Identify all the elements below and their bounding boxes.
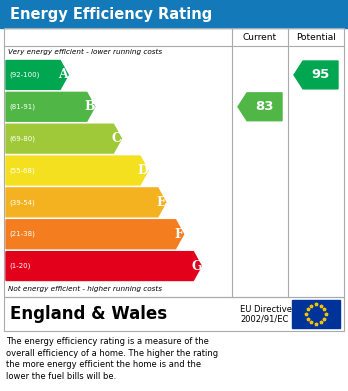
Text: B: B [85,100,95,113]
Text: Potential: Potential [296,32,336,41]
Text: (81-91): (81-91) [9,104,35,110]
Text: Very energy efficient - lower running costs: Very energy efficient - lower running co… [8,49,162,55]
Polygon shape [238,93,282,121]
Text: C: C [112,132,122,145]
Bar [4,28,344,297]
Text: (55-68): (55-68) [9,167,35,174]
Polygon shape [294,61,338,89]
Polygon shape [6,92,95,121]
Polygon shape [6,61,68,90]
Text: 95: 95 [311,68,329,81]
Bar [0,0,348,28]
Bar [4,297,344,331]
Polygon shape [6,252,201,280]
Polygon shape [6,156,148,185]
Text: (1-20): (1-20) [9,263,30,269]
Text: E: E [156,196,166,209]
Polygon shape [6,220,184,249]
Text: A: A [58,68,68,81]
Text: 2002/91/EC: 2002/91/EC [240,314,288,323]
Text: Current: Current [243,32,277,41]
Text: The energy efficiency rating is a measure of the
overall efficiency of a home. T: The energy efficiency rating is a measur… [6,337,218,381]
Text: England & Wales: England & Wales [10,305,167,323]
Text: (69-80): (69-80) [9,135,35,142]
Bar [292,300,340,328]
Polygon shape [6,188,166,217]
Text: G: G [191,260,202,273]
Text: F: F [174,228,183,241]
Text: 83: 83 [255,100,273,113]
Text: Not energy efficient - higher running costs: Not energy efficient - higher running co… [8,286,162,292]
Text: Energy Efficiency Rating: Energy Efficiency Rating [10,7,212,22]
Text: (92-100): (92-100) [9,72,39,78]
Polygon shape [6,124,121,153]
Text: (39-54): (39-54) [9,199,35,206]
Text: EU Directive: EU Directive [240,305,292,314]
Text: D: D [138,164,149,177]
Text: (21-38): (21-38) [9,231,35,237]
